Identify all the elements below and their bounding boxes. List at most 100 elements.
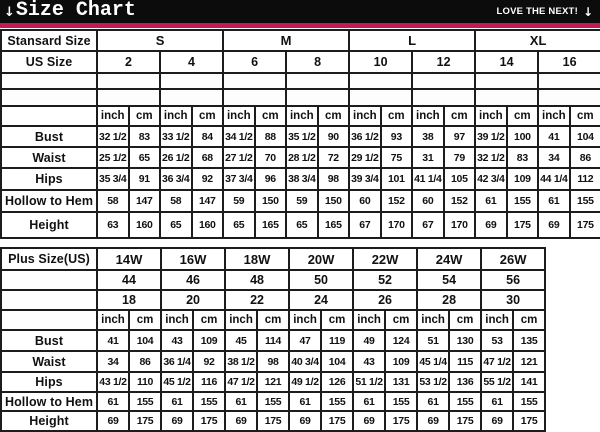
- value-cell: 91: [127, 167, 161, 191]
- us-size-label: US Size: [0, 50, 98, 74]
- cm-unit-cell: cm: [256, 309, 291, 331]
- value-cell: 175: [192, 410, 227, 432]
- alt-size2-cell: 28: [416, 289, 483, 311]
- size-header-cell: 24W: [416, 247, 483, 271]
- measure-row: Hips 35 3/4 91 36 3/4 92 37 3/4 96 38 3/4 98 39 3…: [0, 167, 600, 191]
- value-cell: 69: [96, 410, 130, 432]
- value-cell: 63: [96, 211, 130, 239]
- value-cell: 175: [256, 410, 291, 432]
- spacer-cell: [96, 72, 161, 90]
- value-cell: 69: [416, 410, 451, 432]
- value-cell: 75: [379, 146, 414, 169]
- value-cell: 59: [285, 189, 319, 213]
- value-cell: 116: [192, 371, 227, 393]
- alt-size-cell: 54: [416, 269, 483, 291]
- value-cell: 175: [568, 211, 600, 239]
- inch-unit-cell: inch: [348, 105, 382, 127]
- size-chart-banner: ↓ Size Chart LOVE THE NEXT! ↓: [0, 0, 600, 28]
- measure-row: Bust 41 104 43 109 45 114 47 119 49 124 51 130 53 135: [0, 329, 547, 352]
- alt-size-cell: 50: [288, 269, 355, 291]
- value-cell: 83: [127, 125, 161, 148]
- value-cell: 41: [537, 125, 571, 148]
- value-cell: 97: [442, 125, 477, 148]
- alt-size2-cell: 30: [480, 289, 547, 311]
- value-cell: 155: [568, 189, 600, 213]
- cm-unit-cell: cm: [320, 309, 355, 331]
- value-cell: 79: [442, 146, 477, 169]
- value-cell: 61: [96, 391, 130, 412]
- spacer-cell: [285, 72, 351, 90]
- value-cell: 175: [512, 410, 547, 432]
- value-cell: 170: [442, 211, 477, 239]
- row-label: Hollow to Hem: [0, 189, 98, 213]
- value-cell: 147: [190, 189, 225, 213]
- size-header-cell: S: [95, 29, 225, 52]
- inch-unit-cell: inch: [222, 105, 256, 127]
- value-cell: 31: [411, 146, 445, 169]
- value-cell: 92: [192, 350, 227, 373]
- measure-row: Hips 43 1/2 110 45 1/2 116 47 1/2 121 49 1/2 126…: [0, 371, 547, 393]
- measure-row: Hollow to Hem 61 155 61 155 61 155 61 155 61 155 61…: [0, 391, 547, 412]
- value-cell: 98: [316, 167, 351, 191]
- value-cell: 69: [352, 410, 387, 432]
- value-cell: 104: [568, 125, 600, 148]
- value-cell: 100: [505, 125, 540, 148]
- standard-size-table: Stansard Size S M L XL US Size 2 4 6 8 10 12 14 16 inc…: [0, 29, 600, 239]
- cm-unit-cell: cm: [127, 105, 161, 127]
- value-cell: 53: [480, 329, 515, 352]
- value-cell: 93: [379, 125, 414, 148]
- value-cell: 124: [384, 329, 419, 352]
- value-cell: 69: [224, 410, 259, 432]
- cm-unit-cell: cm: [442, 105, 477, 127]
- banner-tagline-group: LOVE THE NEXT! ↓: [496, 5, 593, 19]
- size-header-cell: 26W: [480, 247, 547, 271]
- value-cell: 101: [379, 167, 414, 191]
- value-cell: 65: [127, 146, 161, 169]
- value-cell: 47 1/2: [480, 350, 515, 373]
- inch-unit-cell: inch: [224, 309, 259, 331]
- value-cell: 53 1/2: [416, 371, 451, 393]
- spacer-cell: [411, 72, 477, 90]
- value-cell: 45 1/2: [160, 371, 195, 393]
- value-cell: 152: [442, 189, 477, 213]
- alt-size-cell: 56: [480, 269, 547, 291]
- value-cell: 135: [512, 329, 547, 352]
- value-cell: 119: [320, 329, 355, 352]
- cm-unit-cell: cm: [505, 105, 540, 127]
- value-cell: 51: [416, 329, 451, 352]
- value-cell: 86: [127, 350, 163, 373]
- plus-size-label: Plus Size(US): [0, 247, 98, 271]
- value-cell: 69: [474, 211, 508, 239]
- value-cell: 86: [568, 146, 600, 169]
- value-cell: 39 3/4: [348, 167, 382, 191]
- spacer-cell: [158, 88, 225, 107]
- alt-size-cell: 44: [95, 269, 163, 291]
- value-cell: 155: [320, 391, 355, 412]
- value-cell: 69: [160, 410, 195, 432]
- cm-unit-cell: cm: [127, 309, 163, 331]
- row-label: Bust: [0, 329, 98, 352]
- value-cell: 165: [316, 211, 351, 239]
- spacer-cell: [537, 72, 600, 90]
- value-cell: 155: [512, 391, 547, 412]
- value-cell: 115: [448, 350, 483, 373]
- size-header-cell: 14W: [95, 247, 163, 271]
- inch-unit-cell: inch: [416, 309, 451, 331]
- value-cell: 92: [190, 167, 225, 191]
- value-cell: 49: [352, 329, 387, 352]
- plus-size-table: Plus Size(US) 14W 16W 18W 20W 22W 24W 26W 44 46 48…: [0, 247, 547, 432]
- row-label: Bust: [0, 125, 98, 148]
- value-cell: 121: [512, 350, 547, 373]
- value-cell: 175: [320, 410, 355, 432]
- value-cell: 67: [348, 211, 382, 239]
- spacer-cell: [158, 72, 225, 90]
- measure-row: Height 69 175 69 175 69 175 69 175 69 175 69 175 69 17…: [0, 410, 547, 432]
- value-cell: 36 1/4: [160, 350, 195, 373]
- cm-unit-cell: cm: [384, 309, 419, 331]
- row-label: Height: [0, 211, 98, 239]
- value-cell: 109: [505, 167, 540, 191]
- value-cell: 35 3/4: [96, 167, 130, 191]
- alt-size2-label-cell: [0, 289, 98, 311]
- inch-unit-cell: inch: [96, 309, 130, 331]
- alt-size-label-cell: [0, 269, 98, 291]
